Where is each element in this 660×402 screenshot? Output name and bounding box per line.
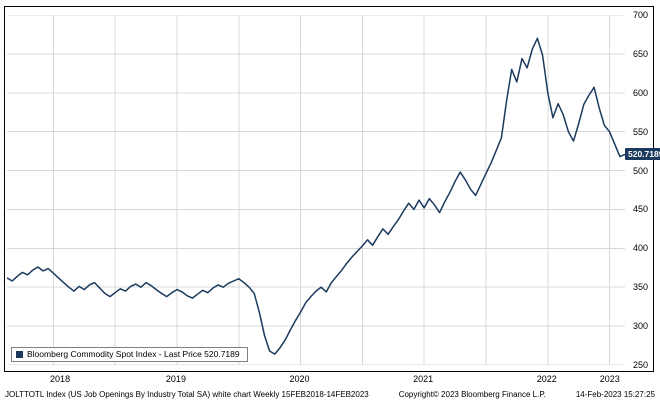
legend-label: Bloomberg Commodity Spot Index - Last Pr… (27, 349, 240, 359)
y-tick-label: 650 (632, 48, 648, 59)
x-tick-label: 2019 (165, 374, 186, 384)
chart-frame: Bloomberg Commodity Spot Index - Last Pr… (4, 6, 660, 372)
y-tick-label: 450 (632, 204, 648, 215)
x-axis-labels: 2018 2019 2020 2021 2022 2023 (6, 374, 624, 386)
x-tick-label: 2022 (536, 374, 557, 384)
last-price-badge: 520.7189 (625, 148, 660, 161)
x-tick-label: 2018 (50, 374, 71, 384)
y-tick-label: 550 (632, 126, 648, 137)
footer: JOLTTOTL Index (US Job Openings By Indus… (5, 390, 655, 399)
y-tick-label: 300 (632, 321, 648, 332)
y-tick-label: 500 (632, 165, 648, 176)
x-tick-label: 2021 (413, 374, 434, 384)
y-tick-label: 400 (632, 243, 648, 254)
y-tick-label: 600 (632, 87, 648, 98)
legend-box: Bloomberg Commodity Spot Index - Last Pr… (11, 347, 248, 362)
series-marker-icon (16, 351, 23, 358)
x-tick-label: 2020 (289, 374, 310, 384)
y-tick-label: 350 (632, 282, 648, 293)
footer-chart-description: JOLTTOTL Index (US Job Openings By Indus… (5, 390, 369, 399)
commodity-index-line-chart (7, 15, 625, 365)
footer-timestamp: 14-Feb-2023 15:27:25 (575, 390, 655, 399)
plot-area: Bloomberg Commodity Spot Index - Last Pr… (7, 15, 625, 365)
y-tick-label: 250 (632, 360, 648, 370)
x-tick-label: 2023 (599, 374, 620, 384)
y-axis-labels: 700 650 600 550 500 450 400 350 300 250 (627, 10, 651, 370)
footer-copyright: Copyright© 2023 Bloomberg Finance L.P. (398, 390, 546, 399)
price-line (7, 37, 625, 355)
y-tick-label: 700 (632, 10, 648, 20)
